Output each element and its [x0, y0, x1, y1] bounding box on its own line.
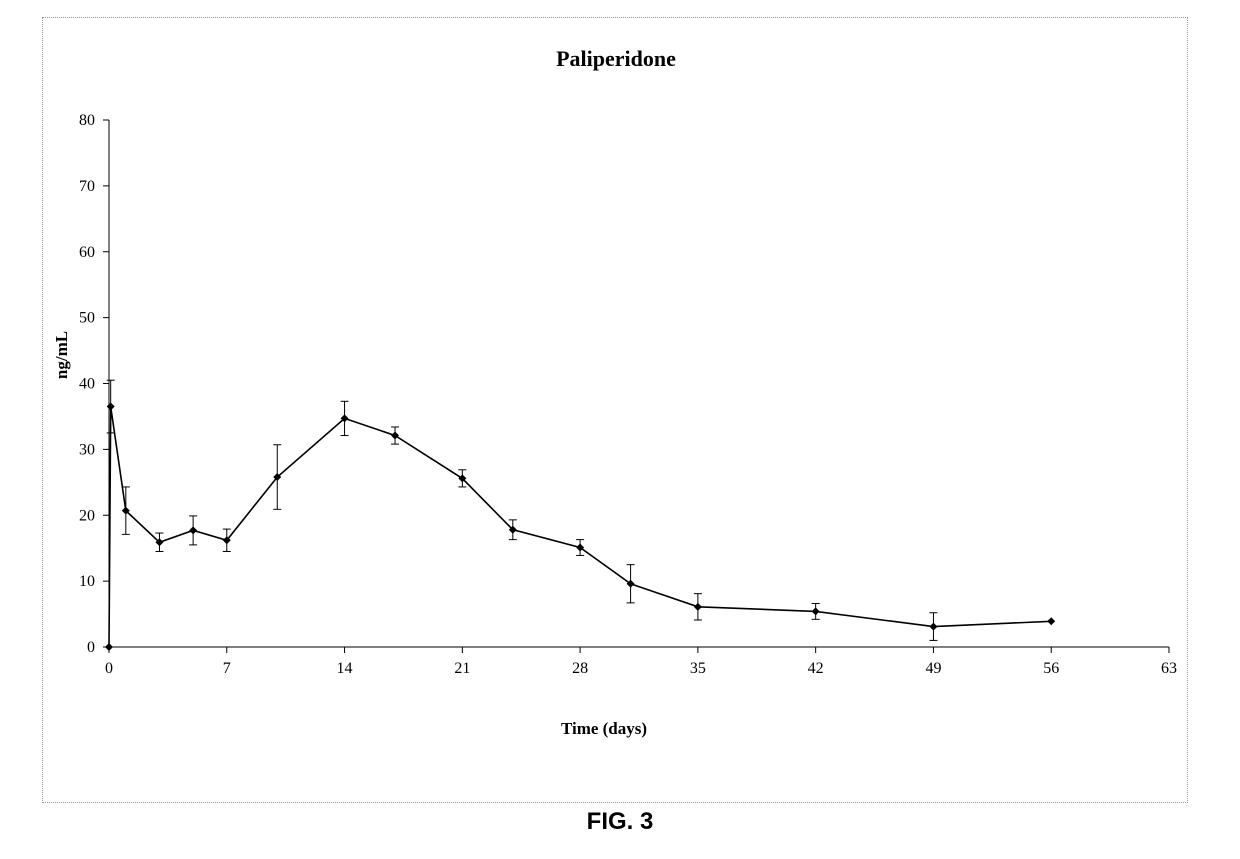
x-tick-label: 42 [808, 660, 824, 677]
y-tick-label: 80 [79, 112, 95, 129]
x-tick-label: 56 [1043, 660, 1059, 677]
data-point [694, 603, 702, 611]
y-tick-label: 70 [79, 178, 95, 195]
series-line-group [109, 407, 1051, 647]
x-tick-label: 63 [1161, 660, 1177, 677]
data-point [189, 526, 197, 534]
axes [109, 120, 1169, 647]
chart: Paliperidone 0 7 14 21 28 35 42 49 56 63 0 10 20 30 4… [0, 0, 1240, 800]
x-tick-label: 14 [337, 660, 353, 677]
x-axis-ticks: 0 7 14 21 28 35 42 49 56 63 [105, 647, 1177, 677]
error-bars [107, 380, 938, 640]
data-points [105, 403, 1055, 651]
x-tick-label: 21 [454, 660, 470, 677]
x-axis-title: Time (days) [561, 719, 647, 738]
figure-caption: FIG. 3 [0, 808, 1240, 836]
y-tick-label: 0 [87, 639, 95, 656]
x-tick-label: 49 [925, 660, 941, 677]
x-tick-label: 35 [690, 660, 706, 677]
data-point [105, 643, 113, 651]
y-axis-ticks: 0 10 20 30 40 50 60 70 80 [79, 112, 109, 656]
y-tick-label: 20 [79, 507, 95, 524]
x-tick-label: 28 [572, 660, 588, 677]
series-line [109, 407, 1051, 647]
y-tick-label: 50 [79, 310, 95, 327]
data-point [929, 623, 937, 631]
y-tick-label: 30 [79, 441, 95, 458]
chart-title: Paliperidone [556, 46, 676, 71]
y-tick-label: 10 [79, 573, 95, 590]
data-point [1047, 617, 1055, 625]
y-tick-label: 40 [79, 376, 95, 393]
data-point [812, 607, 820, 615]
x-tick-label: 7 [223, 660, 231, 677]
data-point [107, 403, 115, 411]
y-tick-label: 60 [79, 244, 95, 261]
y-axis-title: ng/mL [52, 331, 71, 379]
data-point [391, 432, 399, 440]
x-tick-label: 0 [105, 660, 113, 677]
